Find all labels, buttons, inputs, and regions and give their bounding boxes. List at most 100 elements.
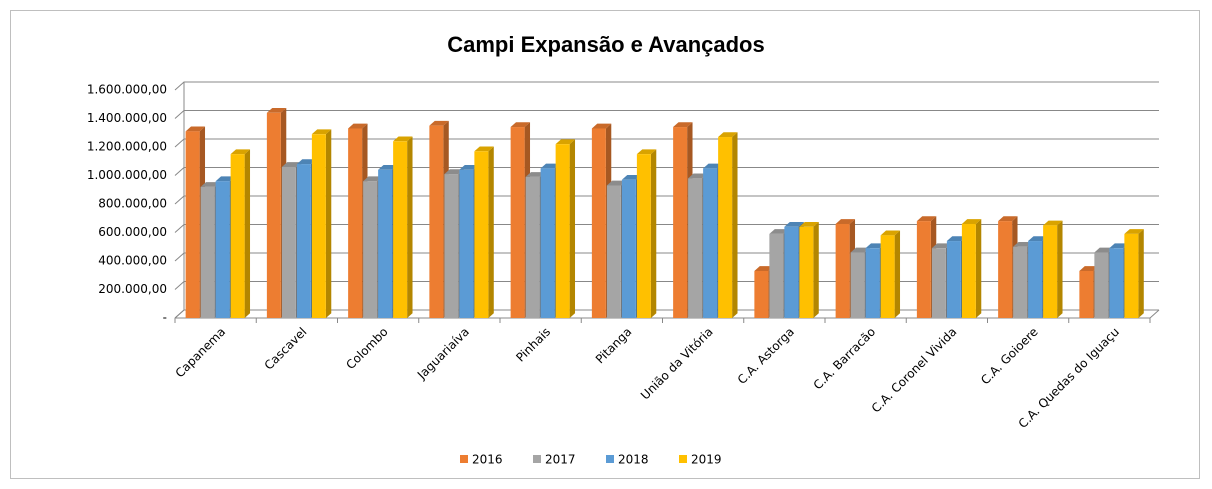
bar-group — [555, 139, 576, 318]
bar-top — [799, 222, 819, 227]
bar-top — [348, 123, 368, 129]
bar — [1079, 270, 1094, 318]
bar-side — [650, 149, 657, 318]
bar-top — [200, 182, 221, 187]
bar-top — [606, 180, 627, 186]
bar-top — [865, 243, 886, 249]
bar-top — [510, 122, 531, 128]
legend-swatch — [606, 455, 614, 463]
y-tick-label: 1.000.000,00 — [87, 168, 167, 182]
bar-top — [961, 219, 982, 224]
legend-label: 2019 — [691, 453, 722, 467]
bar-group — [1124, 229, 1144, 318]
bar-top — [754, 266, 774, 271]
bar-top — [916, 216, 937, 222]
bar — [835, 223, 850, 318]
bar-top — [850, 247, 871, 253]
legend-swatch — [460, 455, 468, 463]
grid-line — [174, 81, 1159, 91]
bar-top — [266, 108, 287, 113]
legend-swatch — [679, 455, 687, 463]
bar-top — [215, 176, 236, 182]
grid-line — [174, 195, 1159, 205]
bar — [459, 169, 474, 318]
bar-top — [1079, 266, 1099, 271]
bar-top — [444, 169, 464, 175]
bar — [296, 164, 311, 318]
bar-group — [474, 146, 494, 318]
bar-top — [281, 162, 302, 167]
y-tick-label: 200.000,00 — [98, 282, 167, 296]
grid-line — [174, 110, 1159, 119]
bar-top — [1013, 241, 1033, 247]
legend-label: 2016 — [472, 453, 503, 467]
grid-line — [174, 224, 1159, 233]
bar-top — [1043, 220, 1063, 226]
bar — [1094, 252, 1109, 318]
bar-top — [525, 172, 546, 177]
bar — [393, 141, 408, 318]
bar-side — [813, 222, 819, 318]
bar-top — [311, 129, 332, 135]
bar-group — [718, 132, 738, 318]
y-tick-label: 400.000,00 — [98, 254, 167, 268]
bar — [215, 181, 230, 318]
grid-line — [174, 138, 1159, 148]
bar-top — [718, 132, 738, 138]
grid-line — [174, 167, 1159, 176]
bar-group — [311, 129, 332, 318]
y-tick-label: 1.400.000,00 — [87, 111, 167, 125]
bar-top — [363, 176, 383, 182]
bar-top — [540, 163, 561, 169]
bar — [961, 223, 976, 318]
bar-top — [946, 236, 967, 242]
bar — [998, 221, 1013, 318]
bar-group — [230, 149, 251, 318]
bar — [311, 134, 326, 318]
bar-top — [591, 123, 612, 129]
grid-line — [174, 281, 1159, 290]
bar — [718, 137, 733, 318]
bar — [621, 179, 636, 318]
bar-top — [1124, 229, 1144, 234]
bar — [200, 186, 215, 318]
y-tick-label: - — [163, 311, 167, 325]
y-tick-label: 600.000,00 — [98, 225, 167, 239]
bar — [784, 226, 799, 318]
bar — [185, 131, 200, 318]
bar — [1109, 248, 1124, 318]
bar-side — [1138, 229, 1144, 318]
bar-top — [703, 163, 723, 169]
bar-top — [185, 126, 206, 132]
bar — [850, 252, 865, 318]
legend-label: 2017 — [545, 453, 576, 467]
bar — [429, 125, 444, 318]
bar-group — [799, 222, 819, 318]
bar — [688, 178, 703, 318]
bar — [540, 168, 555, 318]
bar-side — [569, 139, 576, 318]
bar — [1124, 233, 1139, 318]
bar — [510, 127, 525, 318]
bar-top — [474, 146, 494, 152]
bar — [591, 128, 606, 318]
bar-side — [1057, 220, 1063, 318]
legend-swatch — [533, 455, 541, 463]
bar — [606, 185, 621, 318]
bar-side — [488, 146, 494, 318]
bar — [281, 166, 296, 318]
bar — [916, 221, 931, 318]
bar — [769, 233, 784, 318]
bar-top — [555, 139, 576, 145]
bar-top — [784, 222, 804, 227]
bar — [880, 235, 895, 318]
bar-top — [230, 149, 251, 155]
bar-top — [1028, 236, 1048, 242]
bar-top — [769, 229, 789, 234]
bar-top — [393, 136, 413, 142]
bar-group — [880, 230, 901, 318]
bar — [865, 248, 880, 318]
bar-top — [998, 216, 1018, 222]
grid-line — [174, 252, 1159, 262]
bar-group — [636, 149, 657, 318]
